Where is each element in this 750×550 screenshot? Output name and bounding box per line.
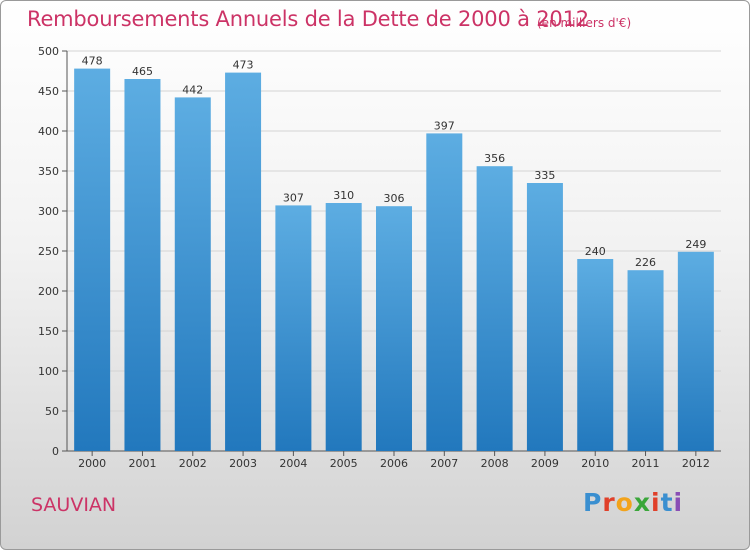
- bar-2008: [476, 166, 513, 451]
- bar-2010: [577, 259, 614, 451]
- value-label-2006: 306: [384, 192, 405, 205]
- bar-2000: [74, 68, 111, 451]
- unit-note: (en milliers d'€): [537, 16, 632, 30]
- y-tick-label: 450: [38, 85, 59, 98]
- proxiti-logo: Proxiti: [583, 488, 684, 517]
- y-tick-label: 500: [38, 45, 59, 58]
- x-tick-label-2005: 2005: [330, 457, 358, 470]
- value-label-2008: 356: [484, 152, 505, 165]
- value-label-2003: 473: [233, 59, 254, 72]
- value-label-2005: 310: [333, 189, 354, 202]
- x-tick-label-2007: 2007: [430, 457, 458, 470]
- bar-2003: [225, 72, 262, 451]
- x-tick-label-2004: 2004: [279, 457, 307, 470]
- bar-2011: [627, 270, 664, 451]
- value-label-2000: 478: [82, 55, 103, 68]
- x-tick-label-2003: 2003: [229, 457, 257, 470]
- bar-2005: [325, 203, 362, 451]
- bar-2009: [526, 183, 563, 451]
- value-label-2007: 397: [434, 119, 455, 132]
- bar-2012: [677, 251, 714, 451]
- y-tick-label: 250: [38, 245, 59, 258]
- y-tick-label: 150: [38, 325, 59, 338]
- bar-2007: [426, 133, 463, 451]
- x-tick-label-2010: 2010: [581, 457, 609, 470]
- x-tick-label-2002: 2002: [179, 457, 207, 470]
- x-tick-label-2006: 2006: [380, 457, 408, 470]
- x-tick-label-2001: 2001: [128, 457, 156, 470]
- value-label-2004: 307: [283, 191, 304, 204]
- bar-2004: [275, 205, 312, 451]
- y-tick-label: 0: [52, 445, 59, 458]
- y-tick-label: 400: [38, 125, 59, 138]
- bar-2002: [174, 97, 211, 452]
- x-tick-label-2011: 2011: [632, 457, 660, 470]
- y-tick-label: 350: [38, 165, 59, 178]
- chart-title: Remboursements Annuels de la Dette de 20…: [27, 7, 589, 31]
- value-label-2012: 249: [685, 238, 706, 251]
- bar-2001: [124, 79, 161, 451]
- y-tick-label: 100: [38, 365, 59, 378]
- y-tick-label: 50: [45, 405, 59, 418]
- y-tick-label: 300: [38, 205, 59, 218]
- x-tick-label-2008: 2008: [481, 457, 509, 470]
- value-label-2009: 335: [534, 169, 555, 182]
- bar-2006: [376, 206, 412, 451]
- value-label-2001: 465: [132, 65, 153, 78]
- commune-name: SAUVIAN: [31, 494, 117, 516]
- value-label-2002: 442: [182, 83, 203, 96]
- x-tick-label-2012: 2012: [682, 457, 710, 470]
- value-label-2011: 226: [635, 256, 656, 269]
- y-tick-label: 200: [38, 285, 59, 298]
- x-tick-label-2009: 2009: [531, 457, 559, 470]
- x-tick-label-2000: 2000: [78, 457, 106, 470]
- value-label-2010: 240: [585, 245, 606, 258]
